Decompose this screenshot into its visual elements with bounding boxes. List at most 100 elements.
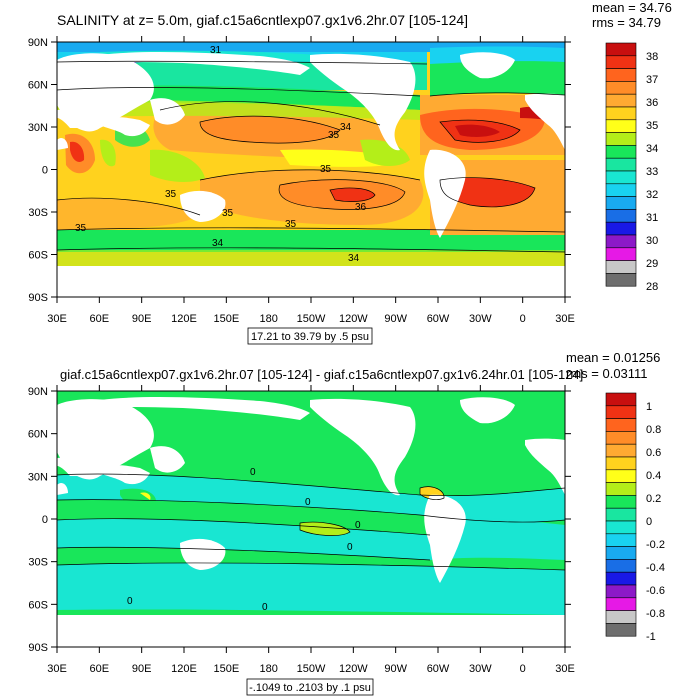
colorbar-label: -0.4 — [646, 562, 665, 574]
lon-tick-label: 150W — [297, 663, 326, 675]
salinity-range-box — [247, 327, 373, 345]
lon-tick-label: 150W — [297, 313, 326, 325]
difference-landmask — [57, 397, 565, 647]
colorbar-swatch — [605, 456, 637, 471]
colorbar-swatch — [605, 482, 637, 496]
colorbar-swatch — [605, 623, 637, 637]
colorbar-label: 34 — [646, 143, 658, 155]
colorbar-label: 29 — [646, 258, 658, 270]
salinity-panel: SALINITY at z= 5.0m, giaf.c15a6cntlexp07… — [28, 0, 672, 345]
contour-label: 35 — [328, 130, 340, 141]
colorbar-swatch — [605, 418, 637, 432]
lon-tick-label: 120E — [171, 663, 197, 675]
colorbar-label: 32 — [646, 189, 658, 201]
salinity-colorbar: 38 37 36 35 34 33 32 31 30 29 28 — [605, 42, 658, 293]
difference-range-label: -.1049 to .2103 by .1 psu — [249, 682, 371, 694]
lon-tick-label: 30E — [47, 313, 67, 325]
colorbar-label: 0 — [646, 516, 652, 528]
contour-label: 0 — [262, 602, 268, 613]
colorbar-swatch — [605, 273, 637, 287]
colorbar-label: -1 — [646, 631, 656, 643]
lon-tick-label: 60W — [427, 313, 450, 325]
colorbar-label: 35 — [646, 120, 658, 132]
salinity-contour-labels: 31 34 35 35 35 35 36 35 35 34 34 — [75, 45, 367, 264]
colorbar-swatch — [605, 392, 637, 407]
lon-tick-label: 120W — [339, 663, 368, 675]
colorbar-swatch — [605, 247, 637, 261]
colorbar-label: 28 — [646, 281, 658, 293]
colorbar-swatch — [605, 42, 637, 57]
lon-tick-label: 180 — [259, 313, 277, 325]
lon-tick-label: 0 — [520, 663, 526, 675]
lon-tick-label: 120W — [339, 313, 368, 325]
lon-tick-label: 30W — [469, 663, 492, 675]
colorbar-swatch — [605, 196, 637, 210]
contour-label: 0 — [347, 542, 353, 553]
lon-tick-label: 60W — [427, 663, 450, 675]
difference-contour-labels: 0 0 0 0 0 0 — [127, 467, 361, 613]
colorbar-label: 36 — [646, 97, 658, 109]
colorbar-swatch — [605, 106, 637, 121]
colorbar-swatch — [605, 55, 637, 69]
lat-tick-label: 60S — [28, 599, 48, 611]
colorbar-swatch — [605, 170, 637, 185]
lon-tick-label: 90W — [384, 663, 407, 675]
contour-label: 35 — [320, 164, 332, 175]
salinity-mean: mean = 34.76 — [592, 0, 672, 15]
colorbar-swatch — [605, 546, 637, 560]
lat-tick-label: 0 — [42, 165, 48, 177]
lon-tick-label: 30E — [47, 663, 67, 675]
salinity-contours — [57, 60, 565, 253]
contour-label: 35 — [165, 189, 177, 200]
lon-tick-label: 150E — [213, 313, 239, 325]
difference-contours — [57, 473, 565, 571]
contour-label: 0 — [305, 497, 311, 508]
difference-panel: giaf.c15a6cntlexp07.gx1v6.2hr.07 [105-12… — [28, 350, 665, 696]
salinity-title: SALINITY at z= 5.0m, giaf.c15a6cntlexp07… — [57, 12, 468, 28]
lon-tick-label: 90E — [132, 663, 152, 675]
colorbar-swatch — [605, 260, 637, 274]
lon-tick-label: 60E — [90, 313, 110, 325]
colorbar-label: 0.6 — [646, 447, 661, 459]
difference-mean: mean = 0.01256 — [566, 350, 660, 365]
contour-label: 34 — [348, 253, 360, 264]
colorbar-swatch — [605, 81, 637, 95]
lon-tick-label: 0 — [520, 313, 526, 325]
colorbar-swatch — [605, 183, 637, 197]
colorbar-swatch — [605, 234, 637, 249]
contour-label: 35 — [285, 219, 297, 230]
lon-tick-label: 90E — [132, 313, 152, 325]
lat-tick-label: 90N — [28, 37, 48, 49]
lon-tick-label: 120E — [171, 313, 197, 325]
lon-tick-label: 30W — [469, 313, 492, 325]
colorbar-swatch — [605, 119, 637, 133]
colorbar-swatch — [605, 209, 637, 223]
colorbar-label: -0.6 — [646, 585, 665, 597]
contour-label: 34 — [212, 238, 224, 249]
colorbar-swatch — [605, 157, 637, 172]
salinity-range-label: 17.21 to 39.79 by .5 psu — [251, 331, 369, 343]
colorbar-label: 33 — [646, 166, 658, 178]
contour-label: 35 — [75, 223, 87, 234]
colorbar-label: 0.8 — [646, 424, 661, 436]
contour-label: 0 — [250, 467, 256, 478]
colorbar-label: 0.4 — [646, 470, 661, 482]
colorbar-swatch — [605, 597, 637, 611]
lon-tick-label: 150E — [213, 663, 239, 675]
lat-tick-label: 0 — [42, 514, 48, 526]
contour-label: 0 — [355, 520, 361, 531]
contour-label: 0 — [127, 596, 133, 607]
contour-label: 34 — [340, 122, 352, 133]
lat-tick-label: 60S — [28, 250, 48, 262]
difference-axes: 90N 60N 30N 0 30S 60S 90S 30E 60E 90E 120E 150E 180 1… — [28, 385, 575, 675]
colorbar-swatch — [605, 610, 637, 624]
lat-tick-label: 30N — [28, 122, 48, 134]
colorbar-label: -0.2 — [646, 539, 665, 551]
lat-tick-label: 90S — [28, 292, 48, 304]
colorbar-swatch — [605, 571, 637, 586]
lat-tick-label: 60N — [28, 429, 48, 441]
colorbar-label: 31 — [646, 212, 658, 224]
colorbar-label: 38 — [646, 51, 658, 63]
contour-label: 35 — [222, 208, 234, 219]
